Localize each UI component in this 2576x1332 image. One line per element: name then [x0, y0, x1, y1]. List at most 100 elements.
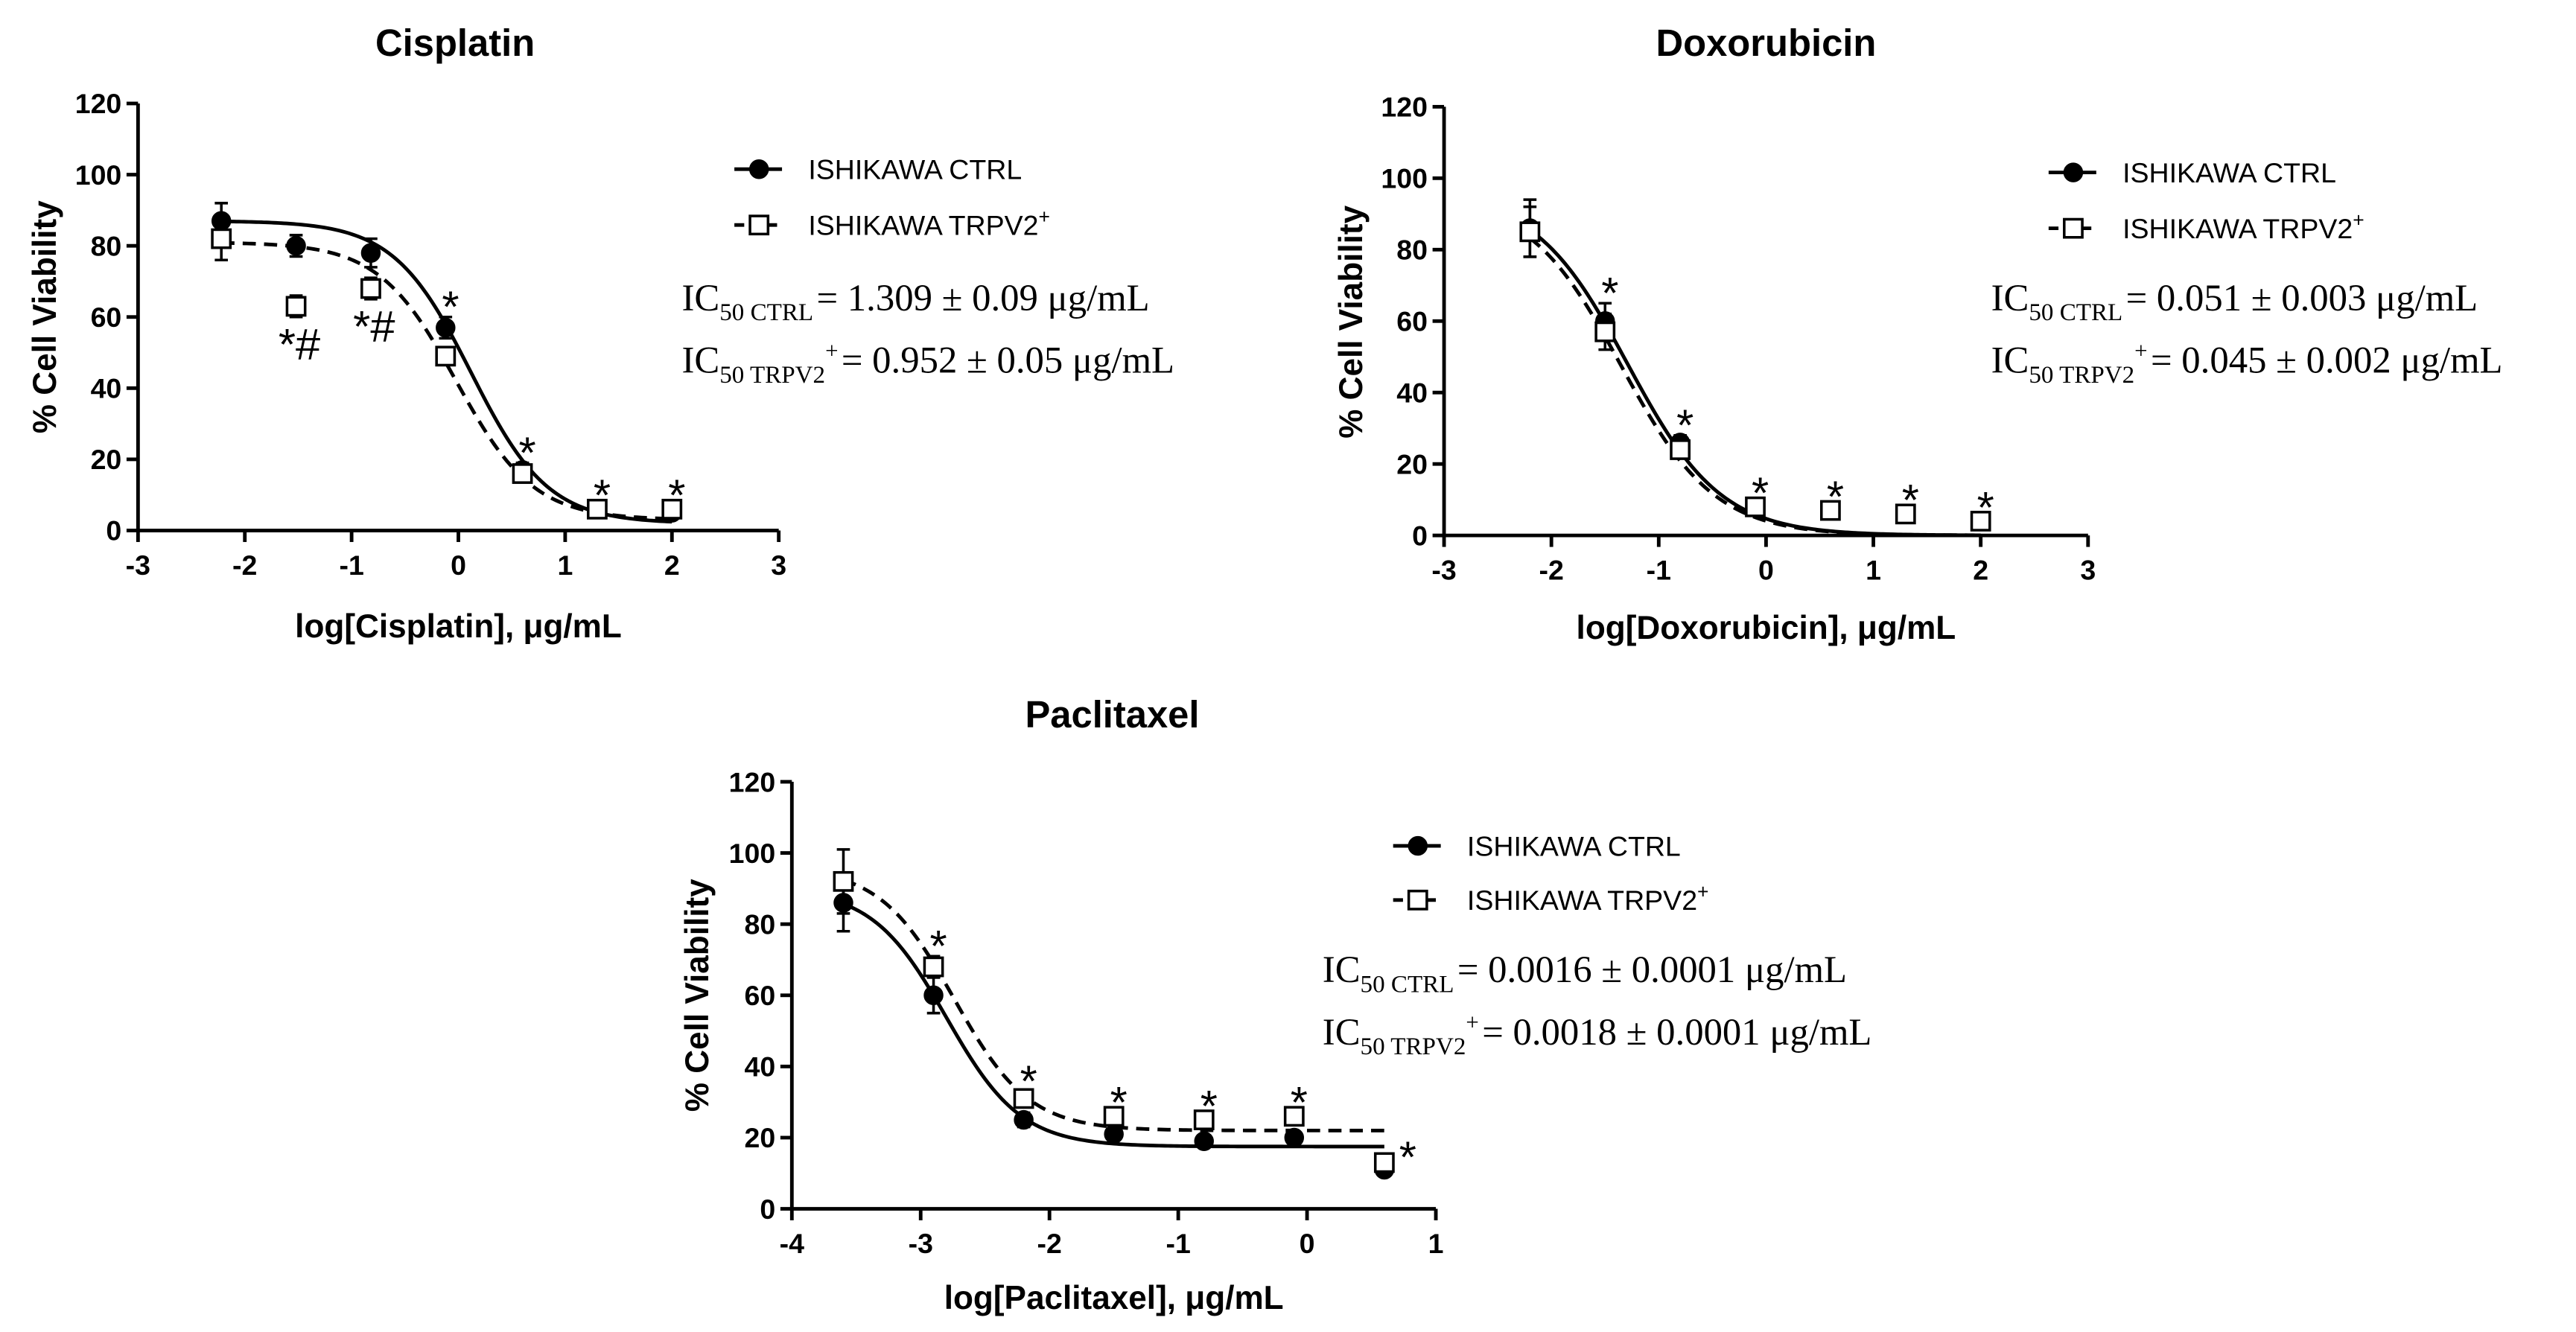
open-square-icon — [2063, 217, 2084, 239]
ic50-superscript: + — [2134, 337, 2147, 363]
doxorubicin-x-tick-label-0: -3 — [1431, 555, 1456, 586]
legend-label-name: ISHIKAWA TRPV2 — [1467, 885, 1697, 916]
paclitaxel-x-tick-label-5: 1 — [1428, 1228, 1444, 1259]
paclitaxel-ishikawa-trpv2-point-2 — [1013, 1088, 1034, 1109]
legend-label: ISHIKAWA CTRL — [1467, 830, 1681, 861]
cisplatin-ishikawa-ctrl-point-2 — [360, 243, 381, 263]
cisplatin-y-tick-label-3: 60 — [91, 302, 122, 333]
paclitaxel-ishikawa-ctrl-point-2 — [1014, 1109, 1034, 1130]
open-square-icon — [748, 214, 770, 236]
legend-label-name: ISHIKAWA TRPV2 — [2122, 213, 2353, 244]
cisplatin-y-axis-label: % Cell Viability — [27, 200, 63, 433]
cisplatin-title: Cisplatin — [375, 22, 535, 64]
paclitaxel-y-tick-label-0: 0 — [760, 1194, 775, 1225]
doxorubicin-ishikawa-trpv2-fit-curve — [1528, 236, 1981, 538]
ic50-prefix: IC — [682, 277, 720, 319]
doxorubicin-y-tick-label-4: 80 — [1396, 235, 1428, 266]
paclitaxel-x-tick-label-2: -2 — [1037, 1228, 1062, 1259]
paclitaxel-ishikawa-trpv2-point-0 — [833, 870, 854, 892]
ic50-prefix: IC — [1991, 277, 2029, 319]
cisplatin-x-tick-label-5: 2 — [664, 549, 680, 581]
doxorubicin-significance-mark-5: * — [1977, 482, 1994, 532]
doxorubicin-ishikawa-trpv2-point-0 — [1519, 221, 1541, 243]
doxorubicin-ishikawa-trpv2-point-4 — [1819, 500, 1841, 521]
paclitaxel-y-tick-label-5: 100 — [729, 838, 776, 869]
paclitaxel-ishikawa-ctrl-point-5 — [1284, 1127, 1305, 1148]
cisplatin-x-tick-label-3: 0 — [451, 549, 466, 581]
cisplatin-significance-mark-0: *# — [279, 319, 320, 369]
doxorubicin-significance-mark-2: * — [1752, 468, 1769, 518]
cisplatin-y-tick-label-0: 0 — [106, 515, 121, 546]
ic50-subscript: 50 CTRL — [1361, 971, 1454, 998]
paclitaxel-y-tick-label-1: 20 — [745, 1122, 776, 1153]
doxorubicin-significance-mark-4: * — [1902, 475, 1919, 525]
legend-label-name: ISHIKAWA CTRL — [1467, 830, 1681, 861]
legend-label-superscript: + — [1038, 205, 1049, 228]
cisplatin-ishikawa-trpv2-point-2 — [360, 278, 381, 299]
ic50-subscript: 50 TRPV2 — [719, 362, 825, 389]
ic50-subscript: 50 TRPV2 — [2029, 362, 2134, 389]
cisplatin-x-tick-label-2: -1 — [339, 549, 363, 581]
doxorubicin-title: Doxorubicin — [1656, 22, 1876, 64]
cisplatin-legend-entry-0: ISHIKAWA CTRL — [734, 153, 1022, 185]
cisplatin-y-tick-label-2: 40 — [91, 373, 122, 404]
paclitaxel-ic50-text-0: IC50 CTRL = 0.0016 ± 0.0001 μg/mL — [1323, 949, 1847, 998]
cisplatin-significance-mark-5: * — [668, 471, 685, 520]
doxorubicin-y-tick-label-6: 120 — [1381, 92, 1428, 123]
legend-label: ISHIKAWA TRPV2+ — [808, 205, 1050, 240]
doxorubicin-x-tick-label-3: 0 — [1758, 555, 1774, 586]
paclitaxel-ishikawa-ctrl-point-0 — [833, 893, 853, 913]
doxorubicin-y-axis-label: % Cell Viability — [1333, 205, 1370, 438]
doxorubicin-y-tick-label-0: 0 — [1412, 520, 1428, 551]
cisplatin-x-tick-label-6: 3 — [771, 549, 786, 581]
cisplatin-ishikawa-trpv2-point-6 — [661, 498, 683, 520]
cisplatin-x-tick-label-1: -2 — [232, 549, 257, 581]
doxorubicin-ishikawa-trpv2-point-1 — [1594, 321, 1616, 342]
paclitaxel-y-axis-label: % Cell Viability — [679, 879, 716, 1112]
ic50-value: = 0.952 ± 0.05 μg/mL — [842, 340, 1174, 381]
legend-label: ISHIKAWA CTRL — [808, 153, 1022, 185]
ic50-superscript: + — [825, 337, 838, 363]
cisplatin-y-tick-label-1: 20 — [91, 444, 122, 475]
paclitaxel-ishikawa-trpv2-point-1 — [923, 956, 944, 978]
doxorubicin-significance-mark-3: * — [1827, 471, 1844, 521]
doxorubicin-chart: Doxorubicin 0 20 40 60 80 100 120 -3 -2 -1 0 1 2 3 log[… — [1333, 22, 2503, 646]
cisplatin-chart: Cisplatin 0 20 40 60 80 100 120 -3 -2 -1 0 1 2 3 log[Ci… — [27, 22, 1174, 645]
legend-label: ISHIKAWA CTRL — [2122, 157, 2336, 188]
doxorubicin-significance-mark-1: * — [1676, 400, 1694, 450]
doxorubicin-ic50-text-0: IC50 CTRL = 0.051 ± 0.003 μg/mL — [1991, 277, 2478, 326]
cisplatin-significance-mark-2: * — [442, 281, 459, 331]
cisplatin-y-tick-label-4: 80 — [91, 230, 122, 261]
ic50-prefix: IC — [1991, 340, 2029, 381]
paclitaxel-significance-mark-3: * — [1200, 1081, 1218, 1131]
paclitaxel-x-tick-label-0: -4 — [780, 1228, 804, 1259]
legend-label: ISHIKAWA TRPV2+ — [1467, 881, 1709, 916]
ic50-subscript: 50 TRPV2 — [1361, 1033, 1466, 1060]
cisplatin-ishikawa-ctrl-point-3 — [436, 317, 456, 338]
paclitaxel-legend-entry-1: ISHIKAWA TRPV2+ — [1393, 881, 1709, 916]
ic50-subscript: 50 CTRL — [2029, 299, 2122, 326]
paclitaxel-y-tick-label-3: 60 — [745, 980, 776, 1011]
legend-label: ISHIKAWA TRPV2+ — [2122, 208, 2364, 243]
filled-circle-icon — [748, 159, 769, 179]
ic50-superscript: + — [1466, 1009, 1478, 1035]
cisplatin-y-tick-label-5: 100 — [75, 159, 122, 191]
paclitaxel-chart: Paclitaxel 0 20 40 60 80 100 120 -4 -3 -2 -1 0 1 log[P… — [679, 693, 1872, 1316]
paclitaxel-x-tick-label-3: -1 — [1165, 1228, 1190, 1259]
cisplatin-ishikawa-trpv2-point-5 — [587, 498, 608, 520]
cisplatin-significance-mark-3: * — [519, 427, 536, 477]
paclitaxel-x-tick-label-1: -3 — [909, 1228, 933, 1259]
doxorubicin-ic50-text-1: IC50 TRPV2+ = 0.045 ± 0.002 μg/mL — [1991, 337, 2503, 389]
legend-label-superscript: + — [1697, 881, 1708, 903]
paclitaxel-significance-mark-1: * — [1020, 1056, 1037, 1106]
paclitaxel-y-tick-label-4: 80 — [745, 908, 776, 940]
paclitaxel-ishikawa-trpv2-point-5 — [1283, 1106, 1305, 1127]
cisplatin-y-tick-label-6: 120 — [75, 88, 122, 119]
paclitaxel-y-tick-label-2: 40 — [745, 1051, 776, 1083]
paclitaxel-ishikawa-trpv2-point-3 — [1103, 1106, 1125, 1127]
ic50-value: = 0.051 ± 0.003 μg/mL — [2126, 277, 2478, 319]
paclitaxel-significance-mark-2: * — [1110, 1077, 1128, 1127]
legend-label-superscript: + — [2353, 208, 2364, 231]
ic50-value: = 0.045 ± 0.002 μg/mL — [2151, 340, 2502, 381]
